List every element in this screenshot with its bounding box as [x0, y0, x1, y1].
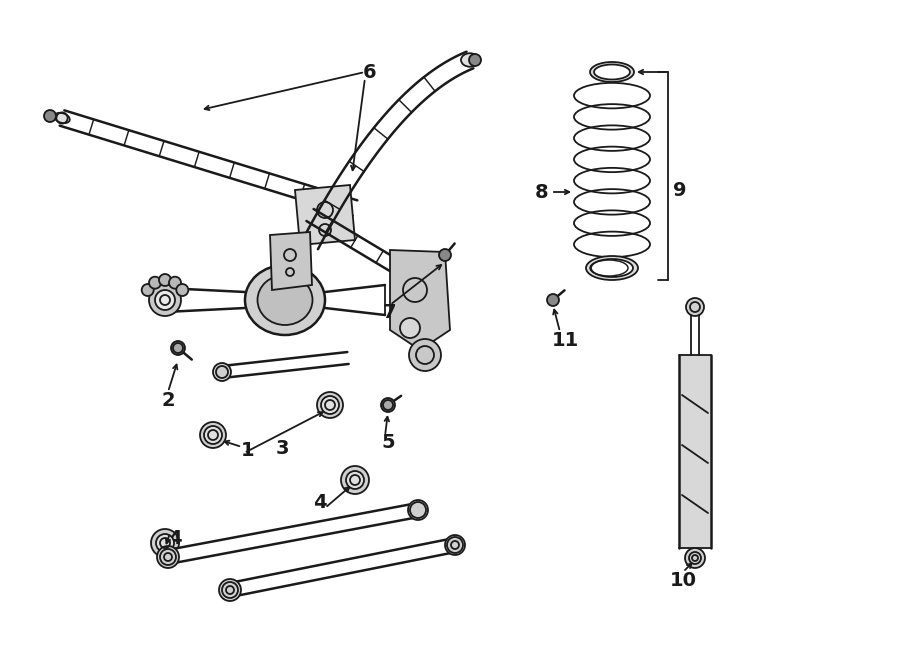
Text: 1: 1 — [241, 440, 255, 459]
Circle shape — [383, 400, 393, 410]
Text: 8: 8 — [535, 182, 548, 202]
Text: 11: 11 — [552, 330, 579, 350]
Ellipse shape — [461, 54, 479, 67]
Circle shape — [159, 274, 171, 286]
Circle shape — [400, 318, 420, 338]
Ellipse shape — [408, 271, 422, 279]
Text: 9: 9 — [673, 180, 687, 200]
Circle shape — [156, 534, 174, 552]
Circle shape — [149, 284, 181, 316]
Ellipse shape — [54, 113, 70, 123]
Text: 4: 4 — [168, 529, 182, 547]
Circle shape — [169, 277, 181, 289]
Circle shape — [155, 290, 175, 310]
Polygon shape — [390, 250, 450, 350]
Circle shape — [171, 341, 185, 355]
Circle shape — [686, 298, 704, 316]
Circle shape — [469, 54, 481, 66]
Polygon shape — [295, 185, 355, 245]
Ellipse shape — [257, 275, 312, 325]
Text: 3: 3 — [275, 438, 289, 457]
Ellipse shape — [594, 65, 630, 79]
Circle shape — [547, 294, 559, 306]
Text: 5: 5 — [382, 434, 395, 453]
Circle shape — [151, 529, 179, 557]
Ellipse shape — [591, 259, 633, 277]
Text: 6: 6 — [364, 63, 377, 81]
Text: 7: 7 — [383, 303, 397, 321]
Polygon shape — [229, 538, 456, 597]
Circle shape — [149, 277, 161, 289]
Text: 10: 10 — [670, 570, 697, 590]
Text: 4: 4 — [313, 494, 327, 512]
Circle shape — [204, 426, 222, 444]
Ellipse shape — [586, 256, 638, 280]
Circle shape — [439, 249, 451, 261]
Circle shape — [341, 466, 369, 494]
Circle shape — [141, 284, 154, 296]
Circle shape — [445, 535, 465, 555]
Circle shape — [346, 471, 364, 489]
Ellipse shape — [245, 265, 325, 335]
Circle shape — [317, 392, 343, 418]
Text: 2: 2 — [161, 391, 175, 410]
Circle shape — [173, 343, 183, 353]
Circle shape — [157, 546, 179, 568]
Ellipse shape — [590, 62, 634, 82]
Circle shape — [200, 422, 226, 448]
Polygon shape — [166, 503, 419, 564]
Circle shape — [381, 398, 395, 412]
Polygon shape — [679, 355, 711, 548]
Circle shape — [44, 110, 56, 122]
Circle shape — [219, 579, 241, 601]
Circle shape — [417, 272, 427, 282]
Circle shape — [409, 339, 441, 371]
Circle shape — [408, 500, 428, 520]
Polygon shape — [270, 232, 312, 290]
Circle shape — [321, 396, 339, 414]
Circle shape — [213, 363, 231, 381]
Circle shape — [176, 284, 188, 296]
Circle shape — [685, 548, 705, 568]
